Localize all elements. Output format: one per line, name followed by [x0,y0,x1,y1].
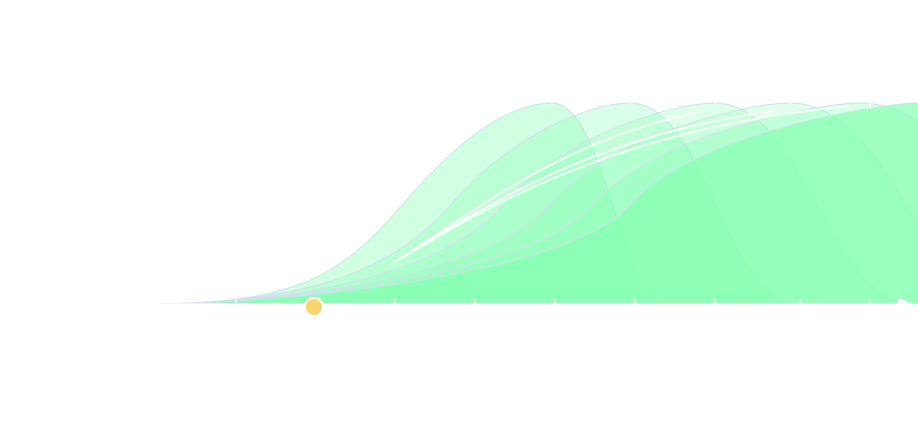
playhead-dot-icon[interactable] [304,297,324,317]
arrowhead-icon [898,298,916,310]
time-axis [160,103,916,310]
playhead-marker-layer[interactable] [304,297,324,317]
highlight-line-3 [401,105,851,259]
curves-layer [159,102,918,305]
curve-6 [159,102,918,305]
highlight-lines-layer [394,105,851,263]
